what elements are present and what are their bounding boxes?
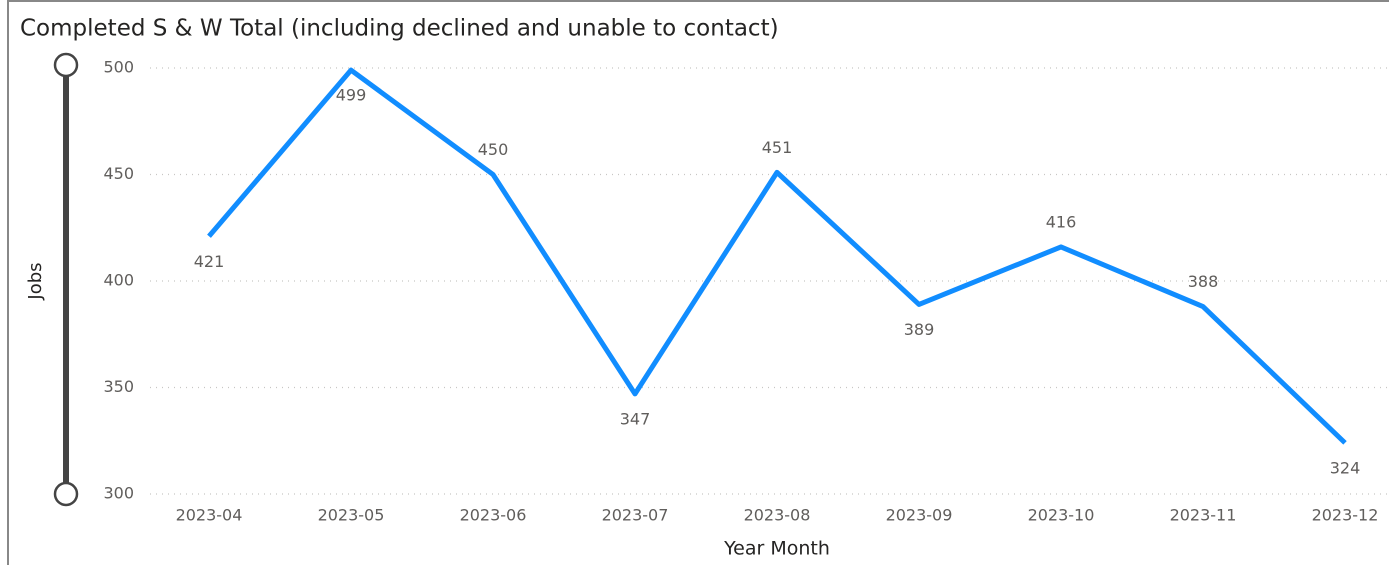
x-tick-label: 2023-08 <box>744 506 811 525</box>
data-label: 450 <box>478 140 509 159</box>
x-tick-label: 2023-06 <box>460 506 527 525</box>
data-label: 324 <box>1330 458 1361 477</box>
y-tick-label: 500 <box>103 58 134 77</box>
y-axis-label: Jobs <box>25 262 46 300</box>
x-tick-label: 2023-10 <box>1028 506 1095 525</box>
x-axis-label: Year Month <box>723 538 830 560</box>
zoom-slider[interactable] <box>53 52 79 507</box>
x-tick-label: 2023-04 <box>176 506 243 525</box>
y-tick-label: 350 <box>103 377 134 396</box>
x-tick-label: 2023-12 <box>1312 506 1379 525</box>
x-tick-label: 2023-11 <box>1170 506 1237 525</box>
y-tick-label: 400 <box>103 271 134 290</box>
data-label: 416 <box>1046 212 1077 231</box>
chart-title: Completed S & W Total (including decline… <box>20 16 779 42</box>
x-tick-label: 2023-07 <box>602 506 669 525</box>
y-tick-label: 300 <box>103 484 134 503</box>
line-series <box>207 67 1347 445</box>
data-label: 388 <box>1188 272 1219 291</box>
slider-handle[interactable] <box>53 481 79 507</box>
slider-handle[interactable] <box>53 52 79 78</box>
x-tick-label: 2023-09 <box>886 506 953 525</box>
x-tick-label: 2023-05 <box>318 506 385 525</box>
data-label: 389 <box>904 320 935 339</box>
data-label: 347 <box>620 409 651 428</box>
data-label: 451 <box>762 138 793 157</box>
data-label: 499 <box>336 86 367 105</box>
y-tick-label: 450 <box>103 164 134 183</box>
data-label: 421 <box>194 252 225 271</box>
